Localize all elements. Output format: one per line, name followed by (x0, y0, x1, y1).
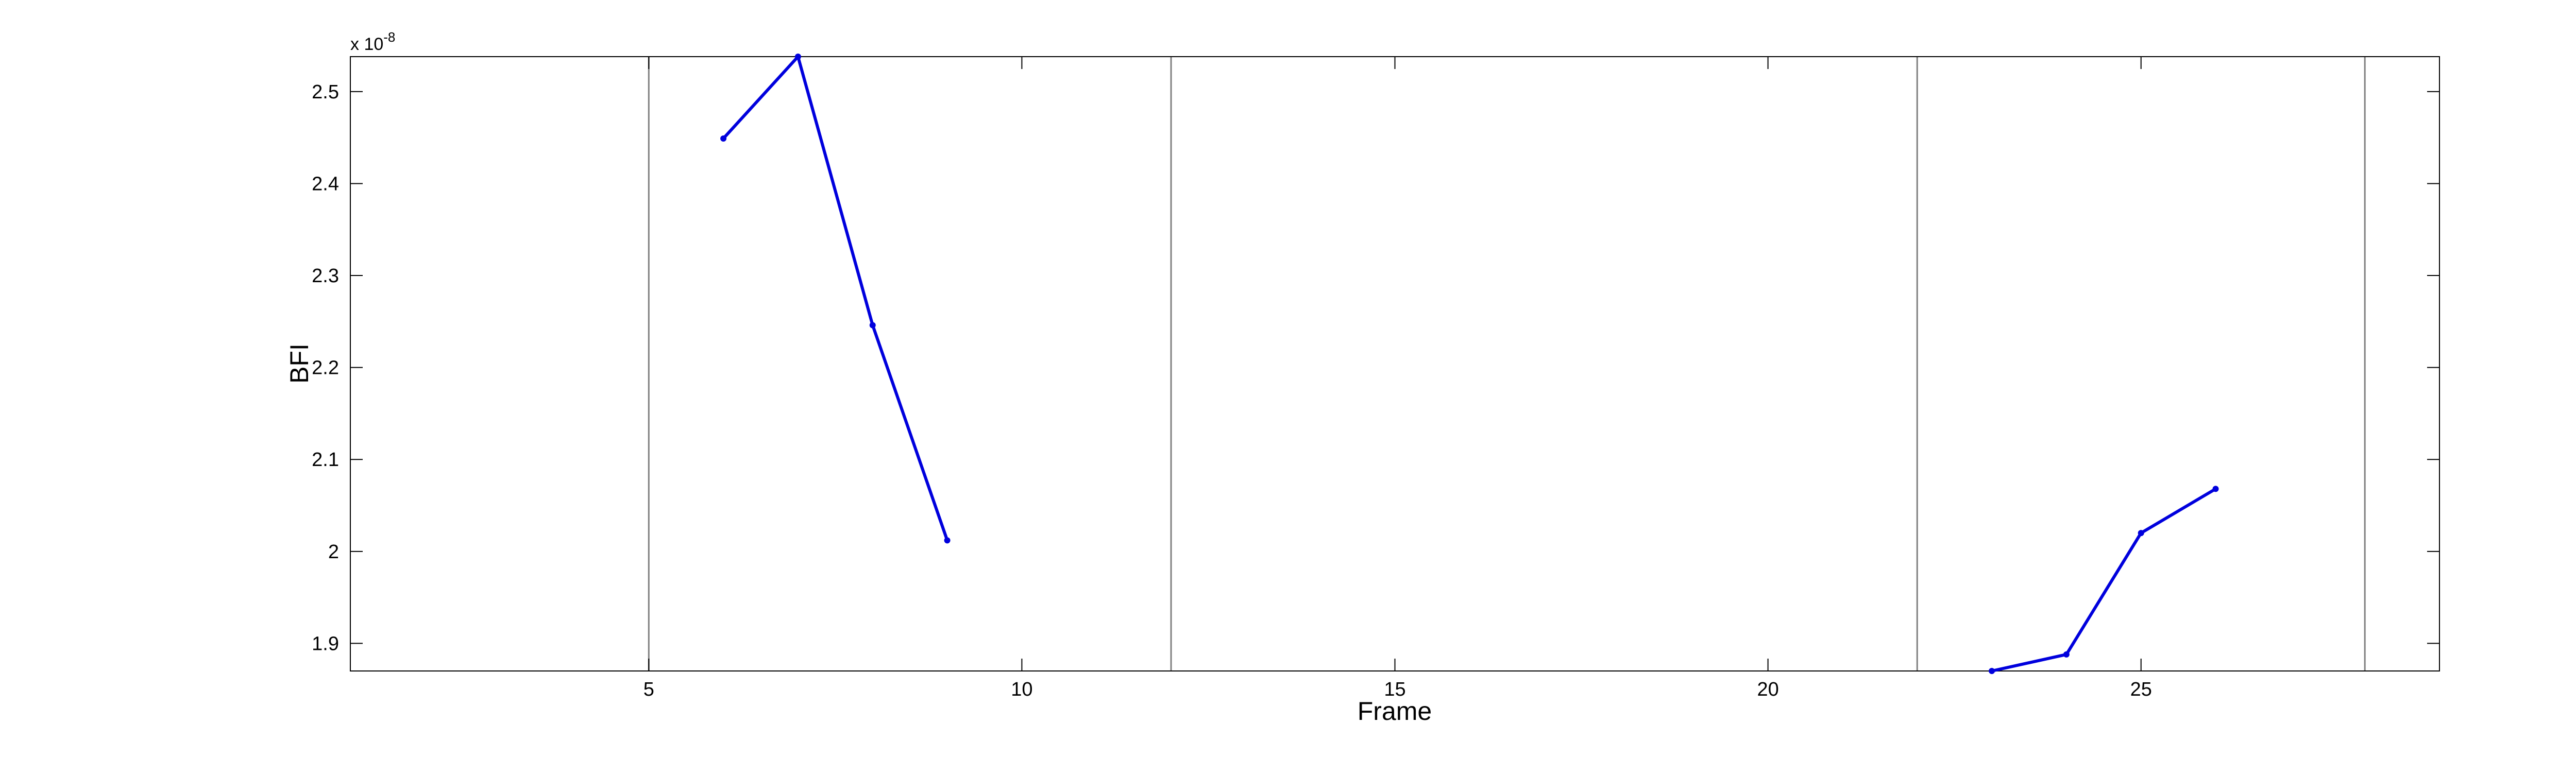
y-tick-label-1.9: 1.9 (312, 633, 339, 654)
vertical-markers (648, 57, 2366, 671)
y-exponent-prefix: x 10 (350, 35, 383, 54)
x-tick-label-10: 10 (1011, 679, 1032, 700)
series-line-segment-2 (1990, 487, 2217, 673)
plot-frame (350, 56, 2440, 671)
data-point-frame-8 (869, 322, 876, 329)
series-line-segment-1 (722, 55, 949, 542)
y-tick-label-2: 2 (328, 541, 339, 563)
x-axis-label: Frame (1358, 697, 1432, 726)
y-tick-label-2.5: 2.5 (312, 81, 339, 103)
series-bfi (720, 54, 2219, 674)
plot-background (350, 57, 2439, 671)
data-point-frame-9 (944, 537, 951, 544)
x-tick-label-5: 5 (643, 679, 654, 700)
axis-ticks (350, 57, 2439, 671)
data-point-frame-26 (2212, 486, 2219, 492)
data-point-frame-25 (2138, 530, 2144, 537)
y-exponent-power: -8 (383, 29, 395, 45)
y-tick-label-2.4: 2.4 (312, 173, 339, 195)
y-tick-label-2.1: 2.1 (312, 449, 339, 471)
x-tick-label-25: 25 (2130, 679, 2152, 700)
data-point-frame-24 (2063, 651, 2070, 658)
x-tick-label-15: 15 (1384, 679, 1405, 700)
y-exponent-label: x 10-8 (350, 29, 395, 54)
y-tick-label-2.2: 2.2 (312, 357, 339, 379)
x-tick-labels: 5 10 15 20 25 (643, 679, 2152, 700)
data-point-frame-7 (794, 54, 801, 60)
y-tick-label-2.3: 2.3 (312, 265, 339, 287)
data-point-frame-6 (720, 135, 727, 142)
y-axis-label: BFI (285, 343, 314, 384)
x-tick-label-20: 20 (1757, 679, 1778, 700)
y-tick-labels: 1.9 2 2.1 2.2 2.3 2.4 2.5 (312, 81, 339, 655)
data-point-frame-23 (1989, 668, 1995, 674)
